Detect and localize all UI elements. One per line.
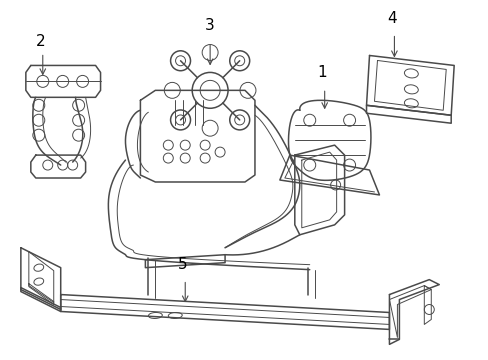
- Text: 1: 1: [317, 66, 326, 80]
- Text: 4: 4: [386, 10, 396, 26]
- Text: 3: 3: [205, 18, 214, 32]
- Text: 2: 2: [36, 33, 45, 49]
- Text: 5: 5: [178, 257, 187, 272]
